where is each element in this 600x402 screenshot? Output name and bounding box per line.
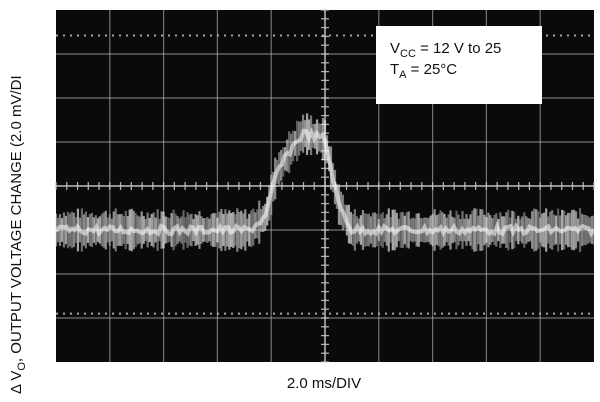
trace-core-line bbox=[54, 126, 596, 238]
y-axis-label: Δ VO, OUTPUT VOLTAGE CHANGE (2.0 mV/DI bbox=[8, 75, 28, 394]
conditions-annotation: VCC = 12 V to 25 TA = 25°C bbox=[376, 26, 542, 104]
x-axis-label: 2.0 ms/DIV bbox=[286, 375, 362, 392]
scope-trace bbox=[54, 113, 596, 252]
ta-condition: TA = 25°C bbox=[390, 61, 458, 81]
vcc-condition: VCC = 12 V to 25 bbox=[390, 40, 502, 60]
